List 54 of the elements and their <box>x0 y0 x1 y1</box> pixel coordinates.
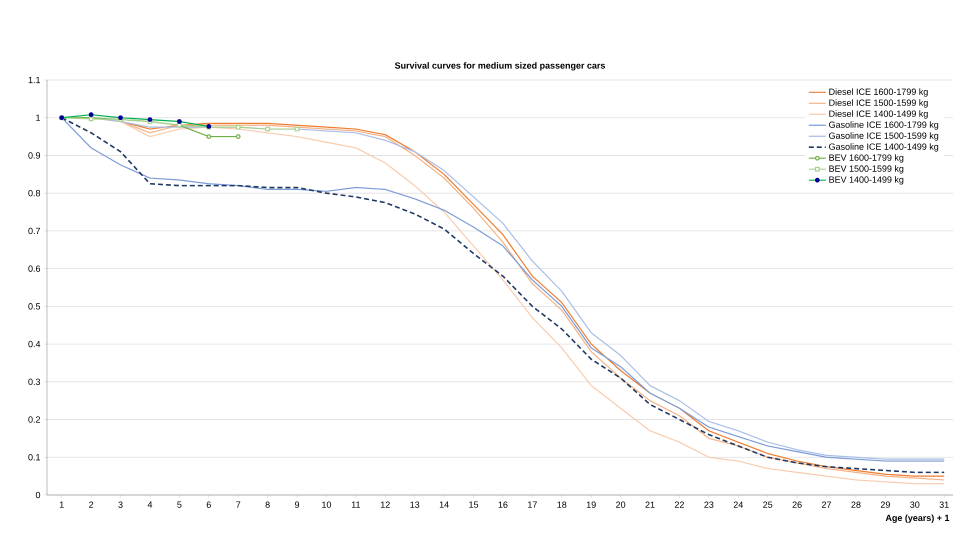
chart-title: Survival curves for medium sized passenger cars <box>394 62 606 71</box>
legend-label: Diesel ICE 1600-1799 kg <box>829 88 928 97</box>
x-tick-label: 6 <box>206 502 211 508</box>
x-tick-label: 7 <box>236 502 240 508</box>
x-tick-label: 18 <box>557 502 566 508</box>
x-tick-label: 30 <box>910 502 920 508</box>
x-tick-label: 23 <box>704 502 714 508</box>
x-tick-label: 14 <box>440 502 449 508</box>
y-tick-label: 0.6 <box>28 265 40 272</box>
x-tick-label: 15 <box>469 502 478 508</box>
legend-label: Diesel ICE 1400-1499 kg <box>829 110 928 119</box>
x-tick-label: 4 <box>148 502 152 508</box>
x-tick-label: 31 <box>940 502 949 508</box>
x-tick-label: 20 <box>616 502 626 508</box>
x-tick-label: 29 <box>880 502 890 508</box>
y-tick-label: 0.5 <box>28 303 40 310</box>
y-tick-label: 0.7 <box>28 228 40 234</box>
y-tick-label: 0.9 <box>28 152 40 159</box>
x-tick-label: 22 <box>674 502 684 508</box>
x-tick-label: 8 <box>266 502 270 508</box>
x-tick-label: 27 <box>822 502 832 508</box>
y-tick-label: 0.4 <box>28 340 40 348</box>
x-tick-label: 17 <box>528 502 537 508</box>
x-tick-label: 13 <box>410 502 420 508</box>
x-tick-label: 2 <box>89 502 94 508</box>
x-tick-label: 1 <box>60 502 64 508</box>
x-axis-title: Age (years) + 1 <box>886 514 950 523</box>
x-tick-label: 3 <box>118 502 123 508</box>
x-tick-label: 12 <box>380 502 390 508</box>
legend-label: Diesel ICE 1500-1599 kg <box>829 99 928 108</box>
x-tick-label: 9 <box>294 502 300 508</box>
y-tick-label: 0.2 <box>28 416 40 423</box>
legend-label: BEV 1500-1599 kg <box>829 165 904 174</box>
x-tick-label: 21 <box>645 502 655 508</box>
x-tick-label: 24 <box>734 502 743 508</box>
x-tick-label: 11 <box>352 502 360 508</box>
y-tick-label: 0.3 <box>28 378 40 385</box>
x-tick-label: 5 <box>177 502 182 508</box>
x-tick-label: 10 <box>322 502 332 508</box>
x-tick-label: 19 <box>586 502 596 508</box>
legend-label: Gasoline ICE 1600-1799 kg <box>829 121 938 130</box>
legend-label: BEV 1600-1799 kg <box>829 154 904 163</box>
legend-label: Gasoline ICE 1400-1499 kg <box>829 143 938 152</box>
x-tick-label: 16 <box>498 502 508 508</box>
y-tick-label: 0.8 <box>28 190 40 196</box>
y-tick-label: 0 <box>36 492 40 498</box>
legend-label: BEV 1400-1499 kg <box>829 176 904 185</box>
y-tick-label: 1.1 <box>28 76 40 84</box>
x-tick-label: 26 <box>792 502 802 508</box>
x-tick-label: 28 <box>851 502 861 508</box>
y-tick-label: 1 <box>36 114 40 121</box>
x-tick-label: 25 <box>763 502 772 508</box>
y-tick-label: 0.1 <box>28 454 40 460</box>
legend-label: Gasoline ICE 1500-1599 kg <box>829 132 938 141</box>
